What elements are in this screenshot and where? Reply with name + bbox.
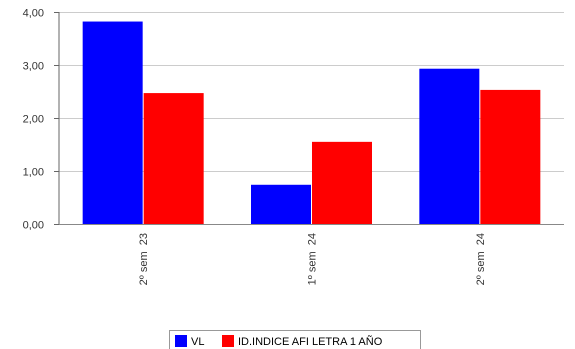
y-tick-label: 4,00 [23, 8, 44, 20]
y-tick-labels: 0,00 1,00 2,00 3,00 4,00 [23, 8, 44, 232]
bar-vl-1 [251, 184, 311, 224]
axes [58, 12, 564, 225]
bar-vl-0 [82, 21, 143, 224]
x-tick-label: 2º sem 24 [475, 233, 487, 285]
y-tick-label: 3,00 [23, 61, 44, 73]
bars [82, 21, 541, 225]
grid-lines [54, 12, 564, 225]
x-tick-label: 2º sem 23 [138, 233, 150, 285]
y-tick-label: 2,00 [23, 114, 44, 126]
x-tick-labels: 2º sem 23 1º sem 24 2º sem 24 [138, 233, 487, 285]
bar-indice-1 [312, 141, 372, 224]
legend-swatch-vl [175, 335, 187, 347]
legend: VL ID.INDICE AFI LETRA 1 AÑO [169, 330, 421, 349]
y-tick-label: 1,00 [23, 167, 44, 179]
legend-label-vl: VL [191, 336, 204, 348]
legend-label-indice: ID.INDICE AFI LETRA 1 AÑO [238, 335, 383, 348]
x-tick-label: 1º sem 24 [307, 233, 319, 285]
y-tick-label: 0,00 [23, 220, 44, 232]
bar-vl-2 [419, 68, 480, 225]
bar-indice-0 [143, 93, 204, 224]
bar-indice-2 [480, 89, 541, 224]
legend-swatch-indice [222, 335, 234, 347]
